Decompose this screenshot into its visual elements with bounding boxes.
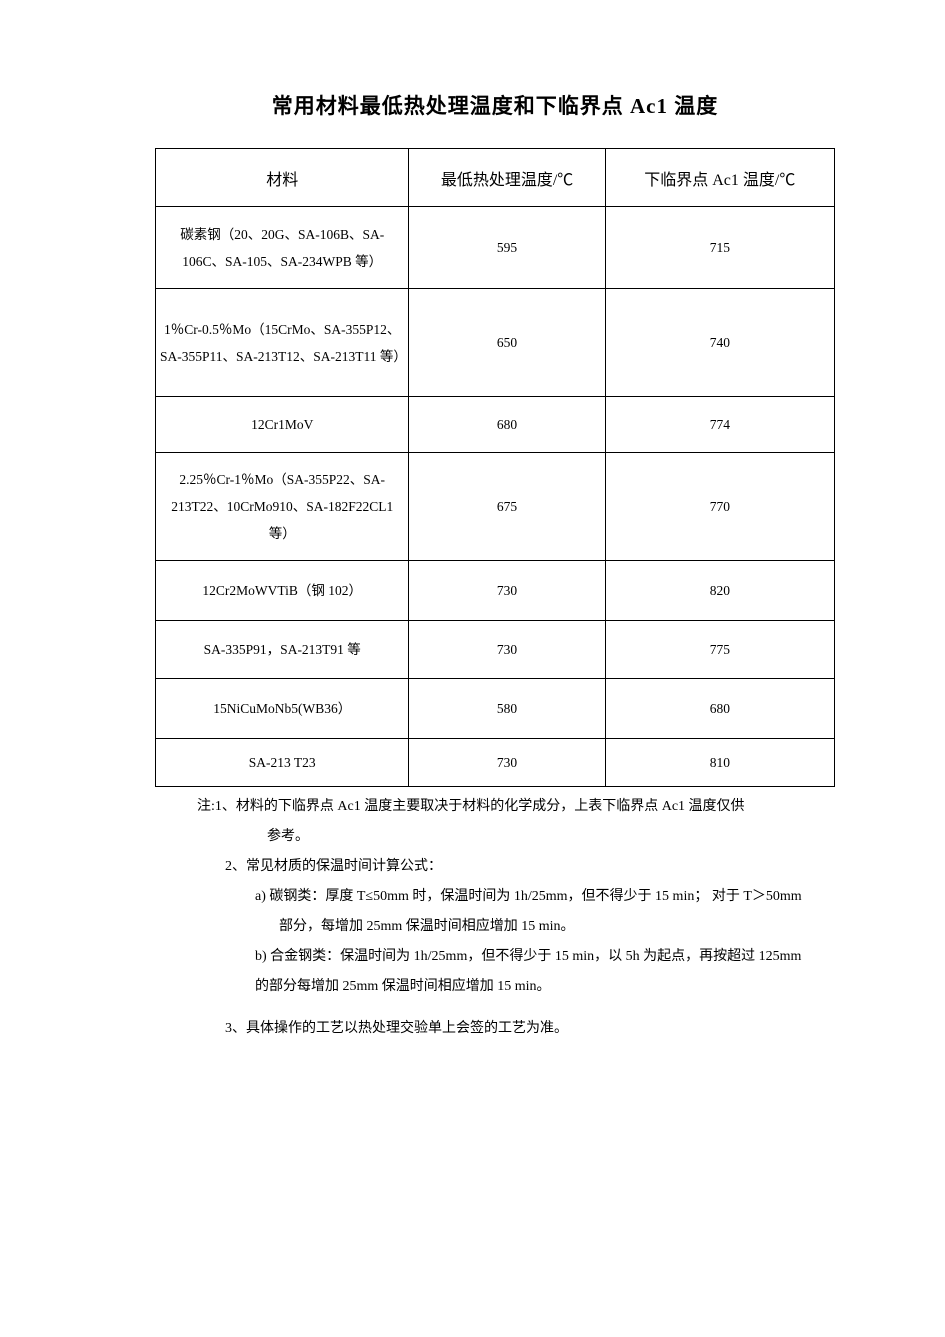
note-1-line1: 注:1、材料的下临界点 Ac1 温度主要取决于材料的化学成分，上表下临界点 Ac… <box>197 793 825 821</box>
cell-material: 2.25％Cr-1％Mo（SA-355P22、SA-213T22、10CrMo9… <box>156 453 409 561</box>
cell-ac1-temp: 740 <box>605 289 834 397</box>
table-row: 15NiCuMoNb5(WB36） 580 680 <box>156 679 835 739</box>
table-row: SA-335P91，SA-213T91 等 730 775 <box>156 621 835 679</box>
table-row: 碳素钢（20、20G、SA-106B、SA-106C、SA-105、SA-234… <box>156 207 835 289</box>
table-row: SA-213 T23 730 810 <box>156 739 835 787</box>
cell-ac1-temp: 820 <box>605 561 834 621</box>
cell-ac1-temp: 810 <box>605 739 834 787</box>
cell-material: 1％Cr-0.5％Mo（15CrMo、SA-355P12、SA-355P11、S… <box>156 289 409 397</box>
note-1-line2: 参考。 <box>197 823 825 851</box>
col-header-ac1-temp: 下临界点 Ac1 温度/℃ <box>605 149 834 207</box>
cell-min-temp: 675 <box>409 453 605 561</box>
document-page: 常用材料最低热处理温度和下临界点 Ac1 温度 材料 最低热处理温度/℃ 下临界… <box>0 0 945 1043</box>
col-header-min-temp: 最低热处理温度/℃ <box>409 149 605 207</box>
note-2b-line1: b) 合金钢类：保温时间为 1h/25mm，但不得少于 15 min，以 5h … <box>197 943 825 971</box>
cell-material: SA-213 T23 <box>156 739 409 787</box>
table-row: 12Cr2MoWVTiB（钢 102） 730 820 <box>156 561 835 621</box>
cell-ac1-temp: 680 <box>605 679 834 739</box>
page-title: 常用材料最低热处理温度和下临界点 Ac1 温度 <box>155 90 835 120</box>
cell-ac1-temp: 715 <box>605 207 834 289</box>
cell-min-temp: 730 <box>409 739 605 787</box>
table-row: 2.25％Cr-1％Mo（SA-355P22、SA-213T22、10CrMo9… <box>156 453 835 561</box>
col-header-material: 材料 <box>156 149 409 207</box>
table-row: 12Cr1MoV 680 774 <box>156 397 835 453</box>
cell-min-temp: 730 <box>409 561 605 621</box>
cell-ac1-temp: 770 <box>605 453 834 561</box>
note-2: 2、常见材质的保温时间计算公式： <box>197 853 825 881</box>
note-3: 3、具体操作的工艺以热处理交验单上会签的工艺为准。 <box>197 1015 825 1043</box>
note-2a-line2: 部分，每增加 25mm 保温时间相应增加 15 min。 <box>197 913 825 941</box>
materials-table: 材料 最低热处理温度/℃ 下临界点 Ac1 温度/℃ 碳素钢（20、20G、SA… <box>155 148 835 787</box>
note-2b-line2: 的部分每增加 25mm 保温时间相应增加 15 min。 <box>197 973 825 1001</box>
cell-min-temp: 580 <box>409 679 605 739</box>
table-header-row: 材料 最低热处理温度/℃ 下临界点 Ac1 温度/℃ <box>156 149 835 207</box>
cell-material: 12Cr2MoWVTiB（钢 102） <box>156 561 409 621</box>
table-body: 碳素钢（20、20G、SA-106B、SA-106C、SA-105、SA-234… <box>156 207 835 787</box>
table-row: 1％Cr-0.5％Mo（15CrMo、SA-355P12、SA-355P11、S… <box>156 289 835 397</box>
cell-min-temp: 680 <box>409 397 605 453</box>
cell-material: 12Cr1MoV <box>156 397 409 453</box>
cell-min-temp: 595 <box>409 207 605 289</box>
cell-material: 15NiCuMoNb5(WB36） <box>156 679 409 739</box>
cell-min-temp: 730 <box>409 621 605 679</box>
cell-ac1-temp: 775 <box>605 621 834 679</box>
notes-section: 注:1、材料的下临界点 Ac1 温度主要取决于材料的化学成分，上表下临界点 Ac… <box>155 793 835 1043</box>
note-2a-line1: a) 碳钢类：厚度 T≤50mm 时，保温时间为 1h/25mm，但不得少于 1… <box>197 883 825 911</box>
cell-material: 碳素钢（20、20G、SA-106B、SA-106C、SA-105、SA-234… <box>156 207 409 289</box>
cell-material: SA-335P91，SA-213T91 等 <box>156 621 409 679</box>
cell-ac1-temp: 774 <box>605 397 834 453</box>
cell-min-temp: 650 <box>409 289 605 397</box>
